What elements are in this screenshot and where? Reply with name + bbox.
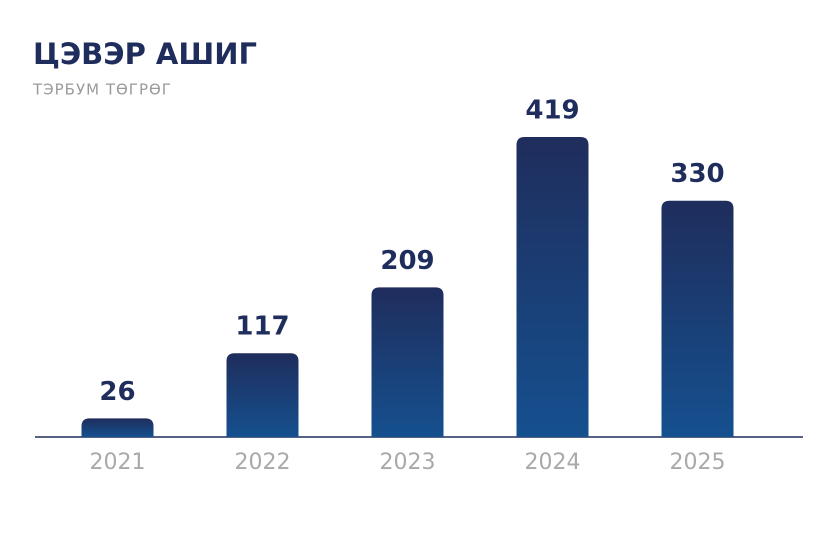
bar <box>371 287 444 437</box>
x-tick-label: 2022 <box>235 450 291 475</box>
bar <box>81 418 154 437</box>
value-label: 419 <box>525 96 579 126</box>
value-label: 117 <box>235 312 289 342</box>
bar <box>226 353 299 437</box>
chart-title: ЦЭВЭР АШИГ <box>33 37 257 71</box>
x-tick-label: 2021 <box>90 450 146 475</box>
x-tick-label: 2023 <box>380 450 436 475</box>
value-label: 26 <box>99 377 135 407</box>
value-label: 209 <box>380 246 434 276</box>
bar <box>516 137 589 437</box>
x-tick-label: 2025 <box>670 450 726 475</box>
value-label: 330 <box>670 159 724 189</box>
chart-subtitle: ТЭРБУМ ТӨГРӨГ <box>32 81 172 99</box>
bar <box>661 200 734 437</box>
x-tick-label: 2024 <box>525 450 581 475</box>
